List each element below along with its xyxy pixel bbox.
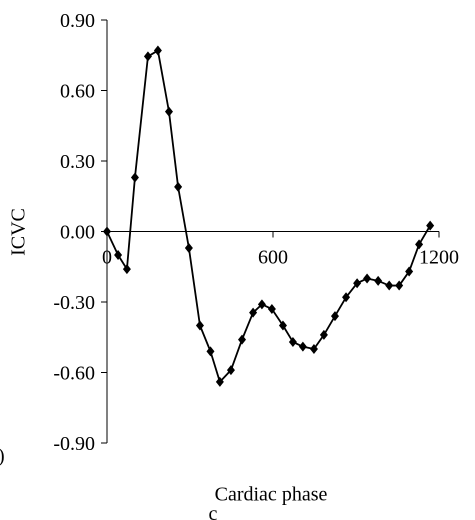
marker (103, 226, 111, 237)
marker (122, 264, 131, 275)
marker (130, 172, 139, 183)
y-tick-label: 0.30 (60, 151, 95, 173)
panel-label: c (209, 503, 218, 520)
marker (184, 242, 193, 253)
marker (164, 106, 173, 117)
marker (319, 329, 328, 340)
marker (238, 334, 247, 345)
marker (353, 278, 362, 289)
marker (143, 51, 152, 62)
marker (385, 280, 394, 291)
y-axis-title: ICVC (8, 208, 30, 256)
marker (405, 266, 414, 277)
marker (342, 292, 351, 303)
marker (309, 344, 318, 354)
y-tick-label: -0.60 (53, 363, 95, 385)
marker (195, 320, 204, 331)
marker (257, 299, 266, 310)
marker (298, 341, 307, 352)
marker (330, 311, 339, 322)
data-line (106, 49, 431, 383)
marker (206, 346, 215, 357)
x-axis-title: Cardiac phase (215, 484, 328, 506)
marker (267, 304, 276, 315)
marker (415, 239, 424, 250)
y-tick-label: -0.90 (53, 433, 95, 455)
y-tick-label: 0.00 (60, 222, 95, 244)
stray-text: ) (0, 445, 5, 467)
marker (174, 181, 183, 192)
marker (249, 307, 258, 318)
y-tick-label: 0.90 (60, 10, 95, 32)
y-tick-label: -0.30 (53, 292, 95, 314)
x-tick-label: 1200 (419, 247, 459, 269)
marker (114, 250, 123, 260)
marker (153, 45, 162, 56)
marker (288, 336, 297, 347)
y-tick-label: 0.60 (60, 81, 95, 103)
marker (363, 273, 372, 284)
marker (278, 320, 287, 331)
x-tick-label: 600 (258, 247, 288, 269)
marker (215, 376, 224, 387)
marker (226, 365, 235, 376)
x-tick-label: 0 (102, 247, 112, 269)
marker (374, 275, 383, 286)
marker (395, 280, 404, 291)
marker (426, 220, 435, 231)
